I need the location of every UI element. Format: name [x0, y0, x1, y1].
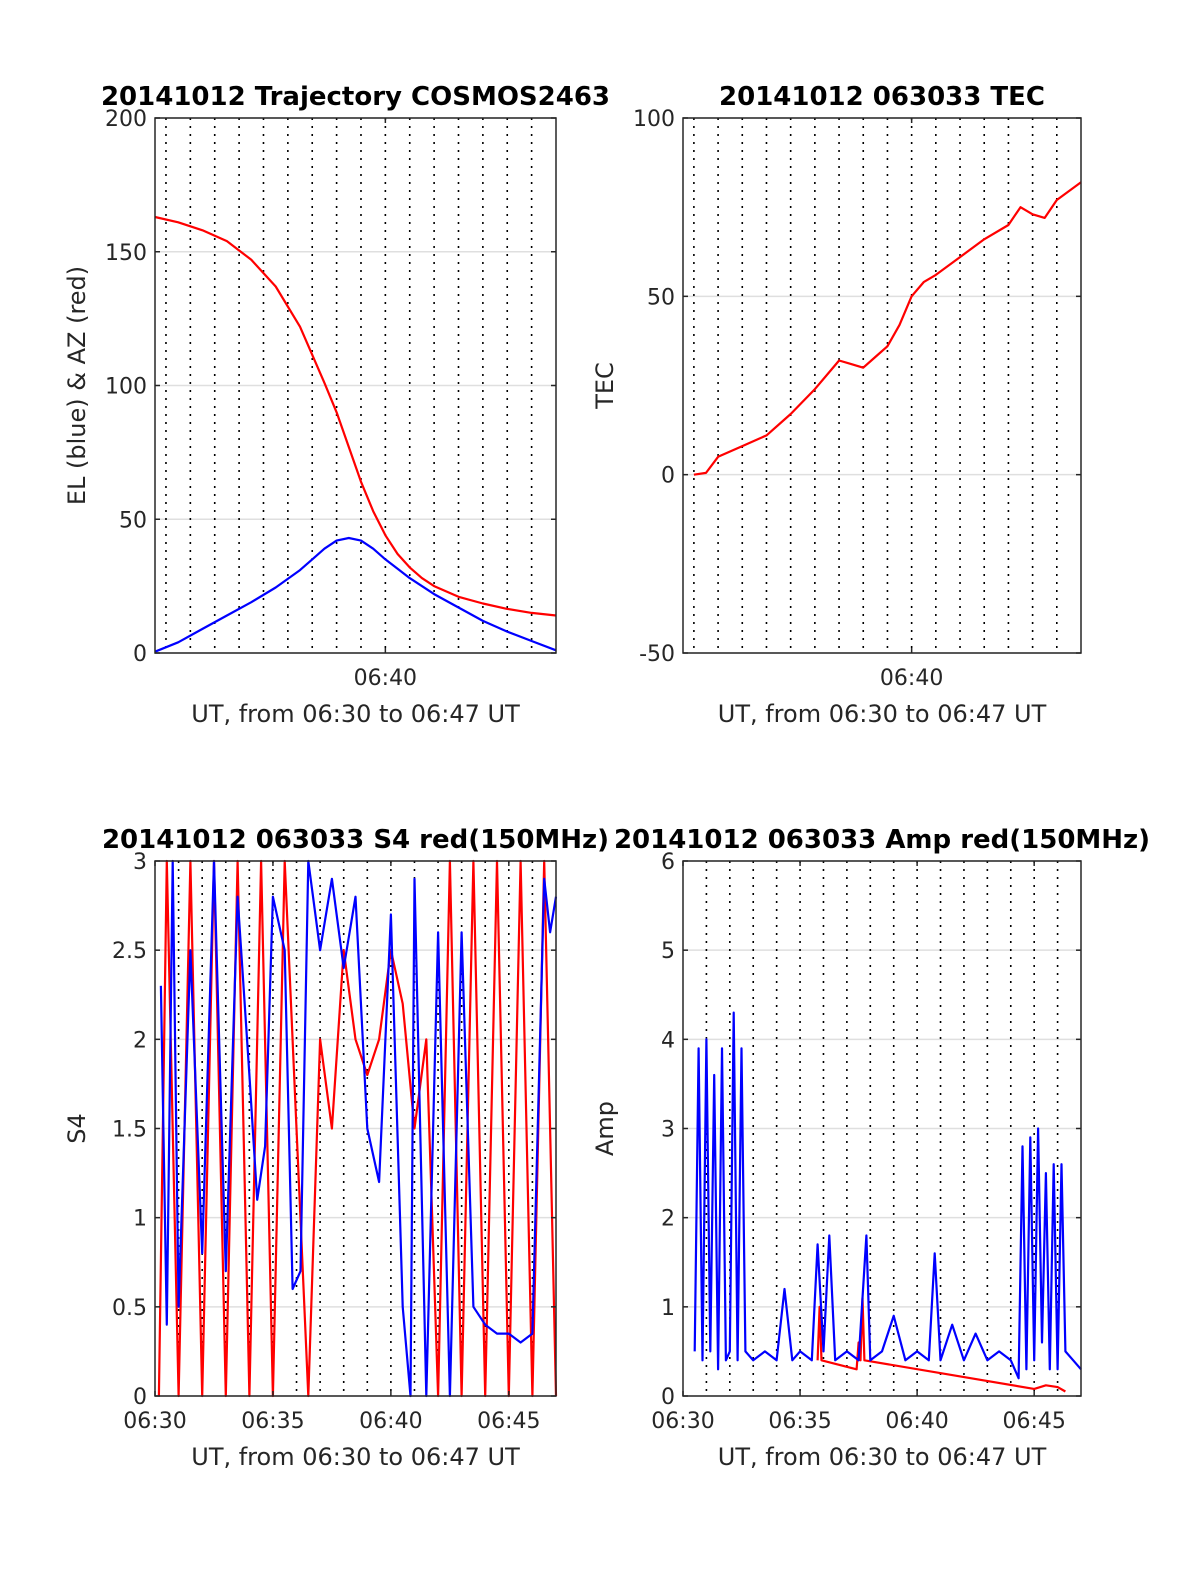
chart-title: 20141012 Trajectory COSMOS2463	[101, 82, 610, 112]
trajectory-chart: 0 50 100 150 200 06:40 20141012 Trajectory COS…	[63, 82, 610, 728]
y-tick-label: 0	[661, 464, 675, 489]
x-axis-label: UT, from 06:30 to 06:47 UT	[718, 700, 1047, 728]
y-tick-label: 50	[119, 508, 147, 533]
y-axis-label: EL (blue) & AZ (red)	[63, 266, 91, 505]
series-line-1	[159, 859, 558, 1398]
y-tick-label: 6	[661, 850, 675, 875]
x-tick-label: 06:30	[651, 1409, 714, 1434]
x-tick-label: 06:40	[354, 666, 417, 691]
tec-chart: -50 0 50 100 06:40 20141012 063033 TEC UT, fro…	[591, 82, 1082, 728]
y-tick-label: 5	[661, 939, 675, 964]
series-line-0	[693, 181, 1082, 476]
y-tick-label: 0	[133, 642, 147, 667]
x-tick-label: 06:45	[1002, 1409, 1065, 1434]
y-tick-label: 2	[133, 1028, 147, 1053]
y-axis-label: TEC	[591, 362, 619, 410]
y-tick-label: 100	[633, 107, 675, 132]
x-axis-label: UT, from 06:30 to 06:47 UT	[191, 1443, 520, 1471]
chart-title: 20141012 063033 Amp red(150MHz)	[614, 825, 1150, 855]
y-tick-label: 1	[133, 1207, 147, 1232]
chart-title: 20141012 063033 S4 red(150MHz)	[102, 825, 609, 855]
y-tick-label: 1	[661, 1296, 675, 1321]
y-tick-label: -50	[639, 642, 675, 667]
y-tick-label: 50	[647, 285, 675, 310]
series-line-0	[157, 859, 558, 1398]
y-tick-label: 3	[133, 850, 147, 875]
x-tick-label: 06:30	[123, 1409, 186, 1434]
series-line-0	[154, 215, 557, 617]
x-tick-label: 06:35	[241, 1409, 304, 1434]
amp-chart: 0 1 2 3 4 5 6 06:30 06:35 06:40 06:45 20141012 0630…	[591, 825, 1150, 1471]
s4-chart: 0 0.5 1 1.5 2 2.5 3 06:30 06:35 06:40 06:45 2014101…	[63, 825, 609, 1471]
x-tick-label: 06:45	[477, 1409, 540, 1434]
y-axis-label: Amp	[591, 1101, 619, 1156]
x-tick-label: 06:40	[359, 1409, 422, 1434]
y-tick-label: 200	[105, 107, 147, 132]
y-tick-label: 0.5	[112, 1296, 147, 1321]
y-tick-label: 4	[661, 1028, 675, 1053]
y-tick-label: 1.5	[112, 1118, 147, 1143]
series-line-1	[693, 1011, 1082, 1380]
x-tick-label: 06:40	[880, 666, 943, 691]
series-line-1	[154, 536, 557, 653]
y-axis-label: S4	[63, 1113, 91, 1144]
y-tick-label: 0	[133, 1385, 147, 1410]
x-axis-label: UT, from 06:30 to 06:47 UT	[718, 1443, 1047, 1471]
y-tick-label: 3	[661, 1118, 675, 1143]
y-tick-label: 2.5	[112, 939, 147, 964]
y-tick-label: 0	[661, 1385, 675, 1410]
y-tick-label: 150	[105, 241, 147, 266]
x-axis-label: UT, from 06:30 to 06:47 UT	[191, 700, 520, 728]
y-tick-label: 100	[105, 375, 147, 400]
plot-area	[683, 118, 1081, 653]
y-tick-label: 2	[661, 1207, 675, 1232]
chart-title: 20141012 063033 TEC	[719, 82, 1045, 112]
x-tick-label: 06:35	[768, 1409, 831, 1434]
axes-box	[682, 117, 1082, 654]
x-tick-label: 06:40	[885, 1409, 948, 1434]
